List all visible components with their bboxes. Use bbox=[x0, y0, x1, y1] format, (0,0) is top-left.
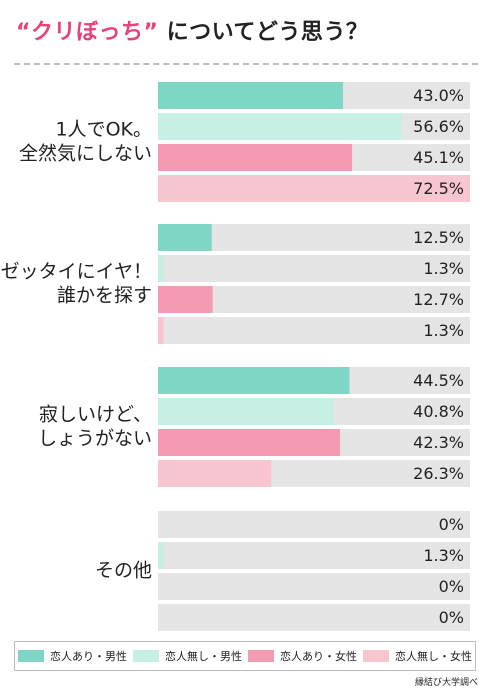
bar bbox=[158, 255, 164, 282]
data-label: 40.8% bbox=[413, 402, 464, 421]
legend-item: 恋人無し・女性 bbox=[363, 648, 472, 664]
bar-track bbox=[158, 542, 470, 569]
legend: 恋人あり・男性 恋人無し・男性 恋人あり・女性 恋人無し・女性 bbox=[14, 641, 476, 671]
data-label: 1.3% bbox=[423, 259, 464, 278]
bar-track bbox=[158, 255, 470, 282]
bar bbox=[158, 82, 344, 109]
data-label: 56.6% bbox=[413, 117, 464, 136]
data-label: 1.3% bbox=[423, 321, 464, 340]
bar bbox=[158, 542, 164, 569]
title-divider bbox=[14, 63, 478, 65]
data-label: 0% bbox=[439, 515, 464, 534]
bar bbox=[158, 429, 341, 456]
legend-item: 恋人あり・女性 bbox=[248, 648, 357, 664]
data-label: 26.3% bbox=[413, 464, 464, 483]
chart-title-rest: についてどう思う？ bbox=[158, 20, 369, 45]
category-label: 1人でOK。 bbox=[55, 119, 152, 141]
legend-label: 恋人あり・男性 bbox=[50, 650, 127, 663]
bar bbox=[158, 317, 164, 344]
category-label: その他 bbox=[95, 560, 152, 582]
bar bbox=[158, 113, 402, 140]
bar bbox=[158, 144, 353, 171]
category-label: しょうがない bbox=[38, 428, 152, 450]
category-label: 誰かを探す bbox=[57, 285, 152, 307]
bar-track bbox=[158, 511, 470, 538]
legend-item: 恋人無し・男性 bbox=[133, 648, 242, 664]
legend-swatch bbox=[133, 650, 159, 662]
bar-chart: 1人でOK。全然気にしない 43.0% 56.6% 45.1% 72.5% ゼッタイにイヤ… bbox=[1, 82, 470, 631]
bar bbox=[158, 175, 470, 202]
legend-label: 恋人無し・男性 bbox=[165, 650, 242, 663]
bar-track bbox=[158, 317, 470, 344]
bar-track bbox=[158, 573, 470, 600]
bar bbox=[158, 367, 350, 394]
data-label: 45.1% bbox=[413, 148, 464, 167]
source-note: 縁結び大学調べ bbox=[414, 678, 478, 688]
chart-title: “クリぼっち” についてどう思う？ bbox=[16, 14, 368, 46]
data-label: 72.5% bbox=[413, 179, 464, 198]
data-label: 12.5% bbox=[413, 228, 464, 247]
bar bbox=[158, 286, 213, 313]
legend-swatch bbox=[363, 650, 389, 662]
category-label: 寂しいけど、 bbox=[39, 404, 152, 426]
data-label: 1.3% bbox=[423, 546, 464, 565]
legend-label: 恋人あり・女性 bbox=[280, 650, 357, 663]
bar bbox=[158, 224, 212, 251]
data-label: 42.3% bbox=[413, 433, 464, 452]
data-label: 0% bbox=[439, 608, 464, 627]
chart-title-accent: “クリぼっち” bbox=[16, 20, 159, 45]
category-label: 全然気にしない bbox=[19, 143, 152, 165]
data-label: 0% bbox=[439, 577, 464, 596]
bar bbox=[158, 460, 272, 487]
category-label: ゼッタイにイヤ！ bbox=[1, 261, 152, 283]
legend-label: 恋人無し・女性 bbox=[395, 650, 472, 663]
data-label: 44.5% bbox=[413, 371, 464, 390]
bar bbox=[158, 398, 334, 425]
legend-swatch bbox=[18, 650, 44, 662]
legend-swatch bbox=[248, 650, 274, 662]
data-label: 43.0% bbox=[413, 86, 464, 105]
legend-item: 恋人あり・男性 bbox=[18, 648, 127, 664]
data-label: 12.7% bbox=[413, 290, 464, 309]
bar-track bbox=[158, 604, 470, 631]
